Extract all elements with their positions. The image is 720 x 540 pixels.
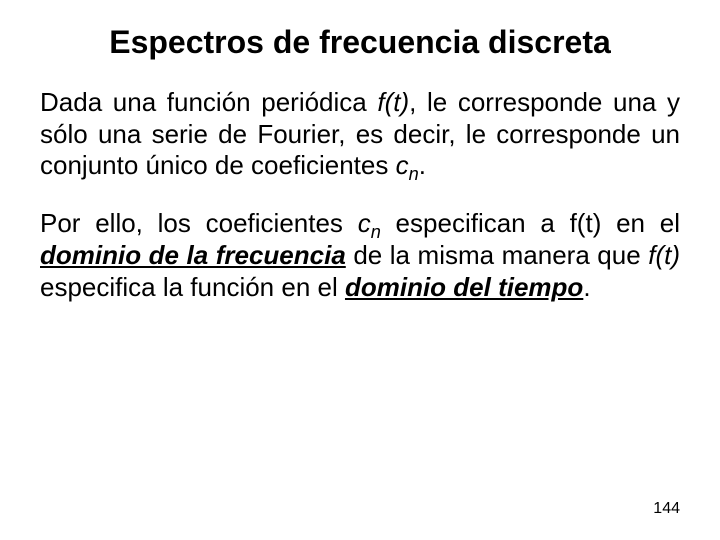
p1-ft: f(t) <box>377 87 409 117</box>
p2-ft: f(t) <box>648 240 680 270</box>
slide-title: Espectros de frecuencia discreta <box>40 20 680 61</box>
p2-run3: especifican a f(t) en el <box>381 208 680 238</box>
p2-run5: de la misma manera que <box>346 240 648 270</box>
p1-cn-c: c <box>396 150 409 180</box>
p1-cn-n: n <box>409 165 419 185</box>
paragraph-2: Por ello, los coeficientes cn especifica… <box>40 208 680 303</box>
p1-run1: Dada una función periódica <box>40 87 377 117</box>
p2-run9: . <box>583 272 590 302</box>
p2-domfreq: dominio de la frecuencia <box>40 240 346 270</box>
p2-run7: especifica la función en el <box>40 272 345 302</box>
p2-cn-c: c <box>358 208 371 238</box>
page-number: 144 <box>653 500 680 518</box>
paragraph-1: Dada una función periódica f(t), le corr… <box>40 87 680 182</box>
p1-run5: . <box>419 150 426 180</box>
p2-domtime: dominio del tiempo <box>345 272 583 302</box>
p2-run1: Por ello, los coeficientes <box>40 208 358 238</box>
slide: Espectros de frecuencia discreta Dada un… <box>0 0 720 540</box>
